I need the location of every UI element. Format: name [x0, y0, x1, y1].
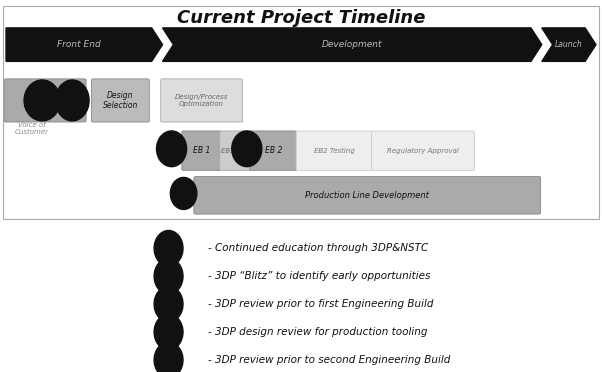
Text: Concept
Generation: Concept Generation	[24, 91, 66, 110]
FancyBboxPatch shape	[220, 131, 252, 170]
Ellipse shape	[232, 131, 262, 167]
Ellipse shape	[55, 80, 89, 121]
Text: Launch: Launch	[555, 40, 583, 49]
Text: Production Line Development: Production Line Development	[305, 191, 429, 200]
Polygon shape	[6, 28, 163, 61]
Bar	[3, 6, 599, 219]
Text: EB1 Te...: EB1 Te...	[220, 148, 251, 154]
FancyBboxPatch shape	[4, 79, 86, 122]
Text: - Continued education through 3DP&NSTC: - Continued education through 3DP&NSTC	[208, 243, 428, 253]
FancyBboxPatch shape	[182, 131, 222, 170]
Text: - 3DP design review for production tooling: - 3DP design review for production tooli…	[208, 327, 427, 337]
Ellipse shape	[157, 131, 187, 167]
FancyBboxPatch shape	[161, 79, 243, 122]
Ellipse shape	[154, 231, 183, 266]
Ellipse shape	[24, 80, 60, 121]
FancyBboxPatch shape	[194, 177, 541, 214]
Ellipse shape	[154, 286, 183, 322]
Ellipse shape	[170, 177, 197, 209]
Text: - 3DP review prior to first Engineering Build: - 3DP review prior to first Engineering …	[208, 299, 433, 309]
Ellipse shape	[154, 259, 183, 294]
FancyBboxPatch shape	[371, 131, 474, 170]
Text: Front End: Front End	[57, 40, 101, 49]
Ellipse shape	[154, 314, 183, 350]
Text: Regulatory Approval: Regulatory Approval	[387, 148, 459, 154]
Text: Voice of
Customer: Voice of Customer	[15, 122, 49, 135]
Text: EB 1: EB 1	[193, 146, 210, 155]
FancyBboxPatch shape	[250, 131, 297, 170]
FancyBboxPatch shape	[92, 79, 149, 122]
Text: EB2 Testing: EB2 Testing	[314, 148, 355, 154]
Text: - 3DP “Blitz” to identify early opportunities: - 3DP “Blitz” to identify early opportun…	[208, 271, 430, 281]
Text: EB 2: EB 2	[265, 146, 282, 155]
Text: Design
Selection: Design Selection	[103, 91, 138, 110]
Polygon shape	[542, 28, 596, 61]
Text: Development: Development	[322, 40, 382, 49]
FancyBboxPatch shape	[296, 131, 372, 170]
Text: - 3DP review prior to second Engineering Build: - 3DP review prior to second Engineering…	[208, 355, 450, 365]
Ellipse shape	[154, 342, 183, 372]
Text: Current Project Timeline: Current Project Timeline	[177, 9, 425, 27]
Text: Design/Process
Optimization: Design/Process Optimization	[175, 94, 228, 107]
Polygon shape	[163, 28, 542, 61]
